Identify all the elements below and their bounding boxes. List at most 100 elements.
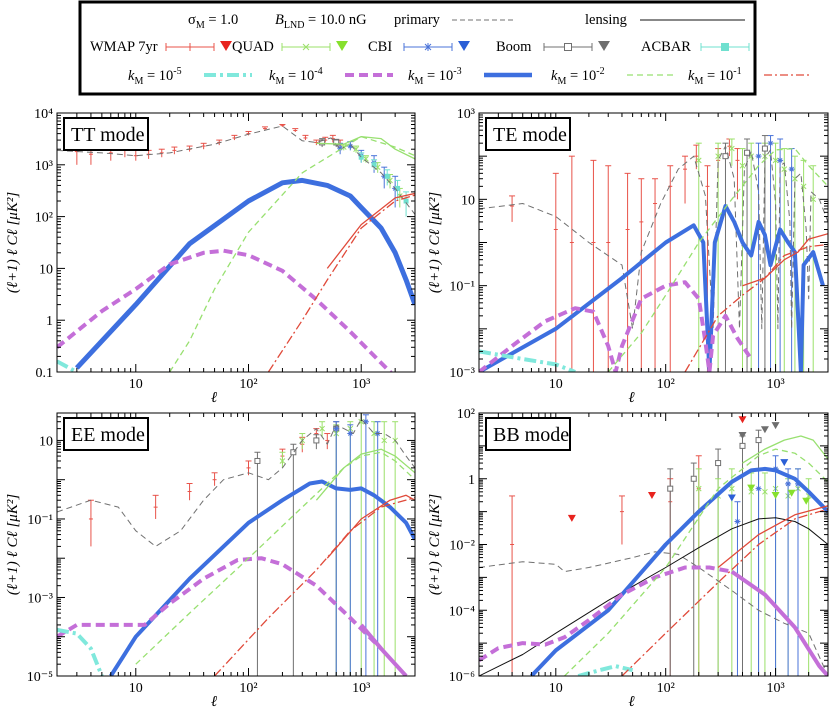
- data-point: [728, 485, 735, 492]
- legend-model-eq: = 10: [566, 68, 596, 84]
- data-point: [744, 149, 751, 156]
- data-point: [381, 437, 388, 444]
- data-point: [785, 480, 792, 487]
- x-tick-label: 10: [129, 377, 143, 392]
- panel-te-mode: 10 10² 10³ ℓ 10⁻³ 10⁻¹ 10 10³ (ℓ+1) ℓ Cℓ [μK²] TE…: [427, 107, 829, 406]
- panel-plot-area: [57, 123, 415, 372]
- series-line: [315, 448, 415, 501]
- panel-plot-area: [479, 135, 828, 372]
- data-point: [767, 140, 774, 147]
- x-tick-label: 10³: [352, 681, 370, 696]
- legend-model-eq: = 10: [703, 68, 733, 84]
- legend-sigma: σM = 1.0: [188, 12, 238, 31]
- panel-frame: [56, 112, 416, 373]
- legend-model-exp: -3: [453, 66, 461, 77]
- legend-model-exp: -4: [314, 66, 322, 77]
- legend-model-k: k: [408, 68, 415, 84]
- legend-exp-limit-triangle: [336, 41, 348, 51]
- data-point: [347, 143, 354, 150]
- y-tick-label: 10²: [457, 407, 475, 422]
- series-line: [57, 125, 415, 215]
- panel-frame: [56, 412, 416, 677]
- x-tick-label: 10: [129, 681, 143, 696]
- y-tick-label: 10⁻³: [27, 591, 53, 606]
- data-quad: [340, 143, 403, 208]
- y-tick-label: 10⁻⁶: [449, 670, 475, 685]
- panel-ee-mode: 10 10² 10³ ℓ 10⁻⁵ 10⁻³ 10⁻¹ 10 (ℓ+1) ℓ Cℓ [μK²] E…: [5, 412, 416, 707]
- panel-plot-area: [57, 413, 415, 676]
- y-tick-label: 1: [468, 473, 475, 488]
- panel-tt-mode: 10 10² 10³ ℓ 0.1 1 10 10² 10³ 10⁴ (ℓ+1) ℓ Cℓ [μK²]…: [5, 107, 416, 406]
- x-tick-label: 10²: [239, 377, 257, 392]
- legend-exp-cbi: CBI: [368, 39, 392, 55]
- data-point: [715, 460, 722, 467]
- data-point: [384, 173, 390, 179]
- data-point: [358, 418, 365, 425]
- data-point: [788, 166, 795, 173]
- data-point: [403, 198, 409, 204]
- data-point: [395, 185, 401, 191]
- series-line: [479, 565, 733, 662]
- legend-exp-marker: [424, 43, 432, 51]
- data-point: [347, 430, 354, 437]
- series-line: [316, 135, 415, 160]
- legend-model-sub: M: [414, 76, 423, 87]
- upper-limit-marker: [738, 416, 747, 424]
- data-point: [748, 488, 755, 495]
- data-point: [690, 475, 697, 482]
- y-tick-label: 10: [39, 434, 53, 449]
- legend-model-10-3: kM = 10-3: [408, 66, 462, 87]
- series-line: [326, 192, 415, 269]
- upper-limit-marker: [567, 514, 576, 522]
- upper-limit-marker: [771, 422, 780, 430]
- y-tick-label: 10⁻⁴: [449, 604, 475, 619]
- legend-model-sub: M: [557, 76, 566, 87]
- panel-plot-area: [479, 416, 828, 676]
- series-line: [326, 494, 415, 559]
- legend-blnd-sym: B: [275, 12, 284, 28]
- series-line: [57, 418, 415, 547]
- data-point: [734, 518, 741, 525]
- series-line: [621, 508, 828, 676]
- legend-exp-acbar: ACBAR: [641, 39, 691, 55]
- legend-model-sub: M: [275, 76, 284, 87]
- legend-model-eq: = 10: [284, 68, 314, 84]
- legend-model-sub: M: [694, 76, 703, 87]
- x-axis: 10 10² 10³ ℓ: [478, 113, 829, 406]
- series-line: [479, 551, 828, 676]
- data-wmap-7yr: [509, 138, 741, 372]
- y-axis: 10⁻⁵ 10⁻³ 10⁻¹ 10 (ℓ+1) ℓ Cℓ [μK²]: [5, 412, 415, 685]
- upper-limit-marker: [780, 459, 789, 467]
- series-line: [607, 147, 828, 372]
- series-line: [564, 448, 828, 676]
- y-tick-label: 10⁻²: [449, 539, 475, 554]
- data-point: [755, 485, 762, 492]
- y-tick-label: 10⁻¹: [449, 280, 475, 295]
- y-tick-label: 10³: [457, 107, 475, 122]
- data-point: [353, 146, 359, 153]
- data-point: [254, 457, 261, 464]
- data-point: [739, 162, 746, 169]
- series-line: [169, 135, 415, 372]
- legend-model-k: k: [128, 68, 135, 84]
- y-axis: 0.1 1 10 10² 10³ 10⁴ (ℓ+1) ℓ Cℓ [μK²]: [5, 107, 415, 381]
- legend-model-10-1: kM = 10-1: [688, 66, 742, 87]
- legend-model-10-2: kM = 10-2: [551, 66, 605, 87]
- upper-limit-marker: [760, 426, 769, 434]
- panel-title: BB mode: [485, 417, 571, 451]
- legend-exp-marker: [302, 43, 310, 51]
- legend-sigma-val: = 1.0: [205, 12, 239, 28]
- data-point: [313, 437, 320, 444]
- series-line: [57, 556, 383, 651]
- legend-model-10-4: kM = 10-4: [269, 66, 323, 87]
- legend: σM = 1.0 BLND = 10.0 nG primary lensingWMAP…: [78, 0, 812, 96]
- legend-model-exp: -2: [596, 66, 604, 77]
- series-line: [74, 177, 415, 370]
- data-point: [279, 458, 286, 464]
- x-axis: 10 10² 10³ ℓ: [56, 113, 416, 406]
- data-point: [363, 156, 369, 162]
- panel-title-text: TT mode: [71, 124, 145, 146]
- y-axis: 10⁻⁶ 10⁻⁴ 10⁻² 1 10² (ℓ+1) ℓ Cℓ [μK²]: [427, 407, 828, 685]
- data-point: [695, 485, 702, 492]
